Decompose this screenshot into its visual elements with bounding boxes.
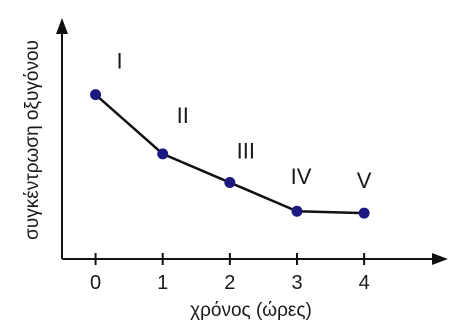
- data-point: [90, 89, 102, 101]
- point-label: V: [357, 168, 372, 193]
- x-axis-arrowhead: [432, 253, 448, 265]
- data-point: [157, 148, 169, 160]
- point-label: I: [117, 49, 123, 74]
- data-points: [90, 89, 370, 219]
- x-tick-label: 2: [224, 272, 235, 294]
- point-label: III: [237, 139, 255, 164]
- x-ticks: 0 1 2 3 4: [90, 253, 370, 294]
- x-axis-title: χρόνος (ώρες): [190, 300, 312, 321]
- x-tick-label: 0: [90, 272, 101, 294]
- data-point: [291, 205, 303, 217]
- point-label: IV: [291, 164, 312, 189]
- x-tick-label: 1: [157, 272, 168, 294]
- data-point: [224, 177, 236, 189]
- y-axis-title: συγκέντρωση οξυγόνου: [22, 40, 43, 240]
- x-tick-label: 4: [359, 272, 370, 294]
- y-axis-arrowhead: [56, 18, 68, 34]
- point-label: II: [177, 103, 189, 128]
- series-line: [94, 93, 365, 215]
- x-tick-label: 3: [291, 272, 302, 294]
- data-point: [358, 207, 370, 219]
